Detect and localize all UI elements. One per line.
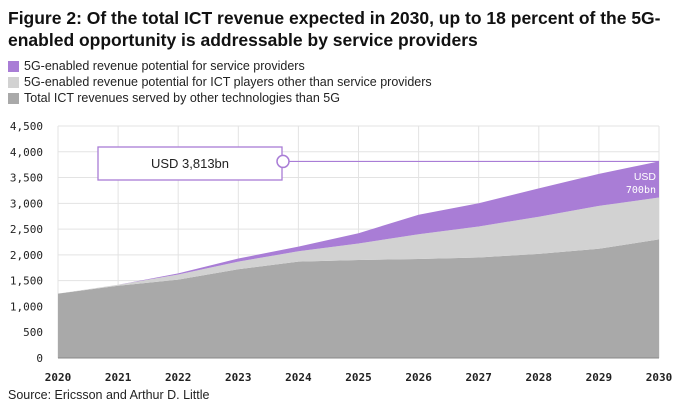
callout-total-label: USD 3,813bn bbox=[151, 156, 229, 171]
x-tick-label-0: 2020 bbox=[45, 371, 72, 384]
y-tick-label-5: 2,500 bbox=[10, 223, 43, 236]
legend-swatch-purple bbox=[8, 60, 19, 72]
y-tick-label-0: 0 bbox=[36, 352, 43, 365]
y-tick-label-9: 4,500 bbox=[10, 120, 43, 133]
y-tick-label-1: 500 bbox=[23, 326, 43, 339]
y-tick-label-8: 4,000 bbox=[10, 146, 43, 159]
x-tick-label-1: 2021 bbox=[105, 371, 132, 384]
chart-title: Figure 2: Of the total ICT revenue expec… bbox=[8, 8, 661, 50]
x-tick-label-3: 2023 bbox=[225, 371, 252, 384]
legend-swatch-dark-gray bbox=[8, 92, 19, 104]
x-tick-label-6: 2026 bbox=[405, 371, 432, 384]
legend-item-other-technologies: Total ICT revenues served by other techn… bbox=[8, 90, 432, 106]
legend-label-service-providers: 5G-enabled revenue potential for service… bbox=[24, 59, 305, 73]
y-tick-label-2: 1,000 bbox=[10, 300, 43, 313]
x-tick-label-7: 2027 bbox=[465, 371, 492, 384]
x-tick-label-5: 2025 bbox=[345, 371, 372, 384]
y-tick-label-4: 2,000 bbox=[10, 249, 43, 262]
y-tick-label-6: 3,000 bbox=[10, 197, 43, 210]
source-note: Source: Ericsson and Arthur D. Little bbox=[8, 388, 210, 402]
x-tick-label-9: 2029 bbox=[586, 371, 613, 384]
legend-label-other-ict-players: 5G-enabled revenue potential for ICT pla… bbox=[24, 75, 432, 89]
y-tick-label-7: 3,500 bbox=[10, 172, 43, 185]
sp-label-line1: USD bbox=[634, 171, 657, 183]
y-tick-label-3: 1,500 bbox=[10, 275, 43, 288]
legend-swatch-light-gray bbox=[8, 76, 19, 88]
sp-label-line2: 700bn bbox=[626, 185, 656, 196]
x-tick-label-2: 2022 bbox=[165, 371, 192, 384]
callout-marker bbox=[276, 154, 290, 169]
legend-label-other-technologies: Total ICT revenues served by other techn… bbox=[24, 91, 340, 105]
callout-box bbox=[97, 146, 283, 181]
legend-item-other-ict-players: 5G-enabled revenue potential for ICT pla… bbox=[8, 74, 432, 90]
x-tick-label-4: 2024 bbox=[285, 371, 312, 384]
area-other-technologies bbox=[58, 239, 659, 358]
legend: 5G-enabled revenue potential for service… bbox=[8, 58, 432, 106]
x-tick-label-8: 2028 bbox=[526, 371, 553, 384]
area-other-ict-players bbox=[58, 197, 659, 294]
x-tick-label-10: 2030 bbox=[646, 371, 673, 384]
area-service-providers bbox=[58, 161, 659, 294]
legend-item-service-providers: 5G-enabled revenue potential for service… bbox=[8, 58, 432, 74]
